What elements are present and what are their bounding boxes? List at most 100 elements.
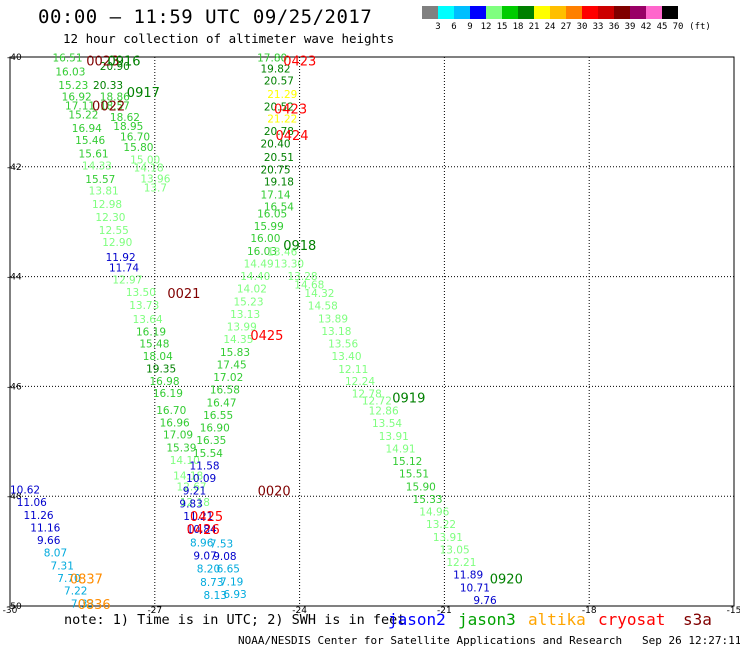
time-label: 0021 [167,287,200,302]
time-label: 0837 [70,573,103,588]
swh-value: 17.80 [257,53,287,65]
swh-value: 12.97 [112,274,142,286]
swh-value: 15.51 [399,469,429,481]
swh-value: 14.68 [294,279,324,291]
swh-value: 11.58 [190,460,220,472]
swh-value: 14.02 [237,284,267,296]
swh-value: 11.06 [17,497,47,509]
swh-value: 19.18 [264,177,294,189]
swh-value: 13.73 [129,300,159,312]
legend-item-cryosat: cryosat [598,610,666,629]
swh-value: 9.76 [473,595,497,607]
swh-value: 16.90 [200,423,230,435]
color-scale-swatch [422,6,438,19]
swh-value: 16.19 [136,327,166,339]
time-label: 0836 [78,598,111,613]
swh-value: 8.73 [200,577,223,589]
color-scale-swatch [550,6,566,19]
time-label: 0423 [283,54,316,69]
swh-value: 12.11 [338,364,368,376]
swh-value: 13.91 [433,532,463,544]
legend-item-s3a: s3a [683,610,712,629]
color-scale-label: 3 [435,22,441,32]
swh-value: 12.55 [99,225,129,237]
swh-value: 15.39 [166,442,196,454]
time-label: 0425 [190,510,223,525]
swh-value: 15.57 [85,174,115,186]
time-label: 0917 [127,86,160,101]
swh-value: 18.62 [110,112,140,124]
swh-value: 14.40 [240,271,270,283]
swh-value: 15.54 [193,448,223,460]
swh-value: 16.92 [62,92,92,104]
color-scale-label: 39 [624,22,636,32]
x-tick-label: -27 [147,606,162,616]
color-scale-swatch [566,6,582,19]
swh-value: 7.70 [57,573,80,585]
swh-value: 13.30 [274,258,304,270]
time-label: 0423 [274,103,307,118]
swh-value: 11.74 [109,262,139,274]
swh-value: 13.05 [440,544,470,556]
y-tick-label: -40 [7,53,22,63]
swh-value: 13.40 [331,351,361,363]
time-label: 0918 [283,239,316,254]
footnote: note: 1) Time is in UTC; 2) SWH is in fe… [64,612,406,628]
color-scale-label: 9 [467,22,473,32]
swh-value: 20.78 [264,126,294,138]
swh-value: 13.89 [318,313,348,325]
swh-value: 21.29 [267,89,297,101]
swh-value: 18.57 [100,100,130,112]
color-scale-label: 6 [451,22,457,32]
swh-value: 6.65 [217,564,240,576]
swh-value: 17.09 [163,430,193,442]
swh-value: 17.11 [65,100,95,112]
swh-value: 16.00 [250,233,280,245]
color-scale-swatch [438,6,454,19]
swh-value: 16.58 [210,385,240,397]
swh-value: 16.98 [149,376,179,388]
color-scale-swatch [502,6,518,19]
y-tick-label: -44 [7,273,22,283]
swh-value: 8.20 [197,564,220,576]
legend-item-jason2: jason2 [388,610,446,629]
color-scale-swatch [486,6,502,19]
swh-value: 20.90 [100,61,130,73]
color-scale-label: 27 [560,22,572,32]
swh-value: 8.13 [204,590,227,602]
swh-value: 10.62 [10,485,40,497]
color-scale-swatch [598,6,614,19]
swh-value: 14.10 [170,455,200,467]
y-tick-label: -42 [7,163,22,173]
y-tick-label: -48 [7,492,22,502]
time-label: 0425 [250,329,283,344]
swh-value: 15.22 [68,110,98,122]
x-tick-label: -15 [727,606,740,616]
swh-value: 14.18 [134,162,164,174]
swh-value: 20.75 [261,165,291,177]
time-label: 0023 [86,54,119,69]
swh-value: 7.31 [51,560,74,572]
swh-value: 14.33 [82,161,112,173]
color-scale-label: 24 [544,22,556,32]
swh-value: 16.70 [156,405,186,417]
swh-value: 11.92 [106,252,136,264]
time-label: 0916 [107,54,140,69]
swh-value: 13.64 [133,314,163,326]
time-label: 0426 [187,523,220,538]
color-scale-label: 15 [496,22,508,32]
swh-value: 21.22 [267,113,297,125]
color-scale-swatch [630,6,646,19]
swh-value: 6.93 [223,589,246,601]
swh-value: 20.40 [261,139,291,151]
swh-value: 15.46 [75,135,105,147]
swh-value: 9.83 [179,498,202,510]
time-label: 0022 [92,99,125,114]
color-scale-label: 21 [528,22,540,32]
swh-value: 7.22 [64,586,87,598]
color-scale-label: 36 [608,22,620,32]
swh-value: 17.14 [261,189,291,201]
swh-value: 11.21 [183,511,213,523]
swh-value: 15.99 [254,221,284,233]
swh-value: 9.66 [37,535,61,547]
